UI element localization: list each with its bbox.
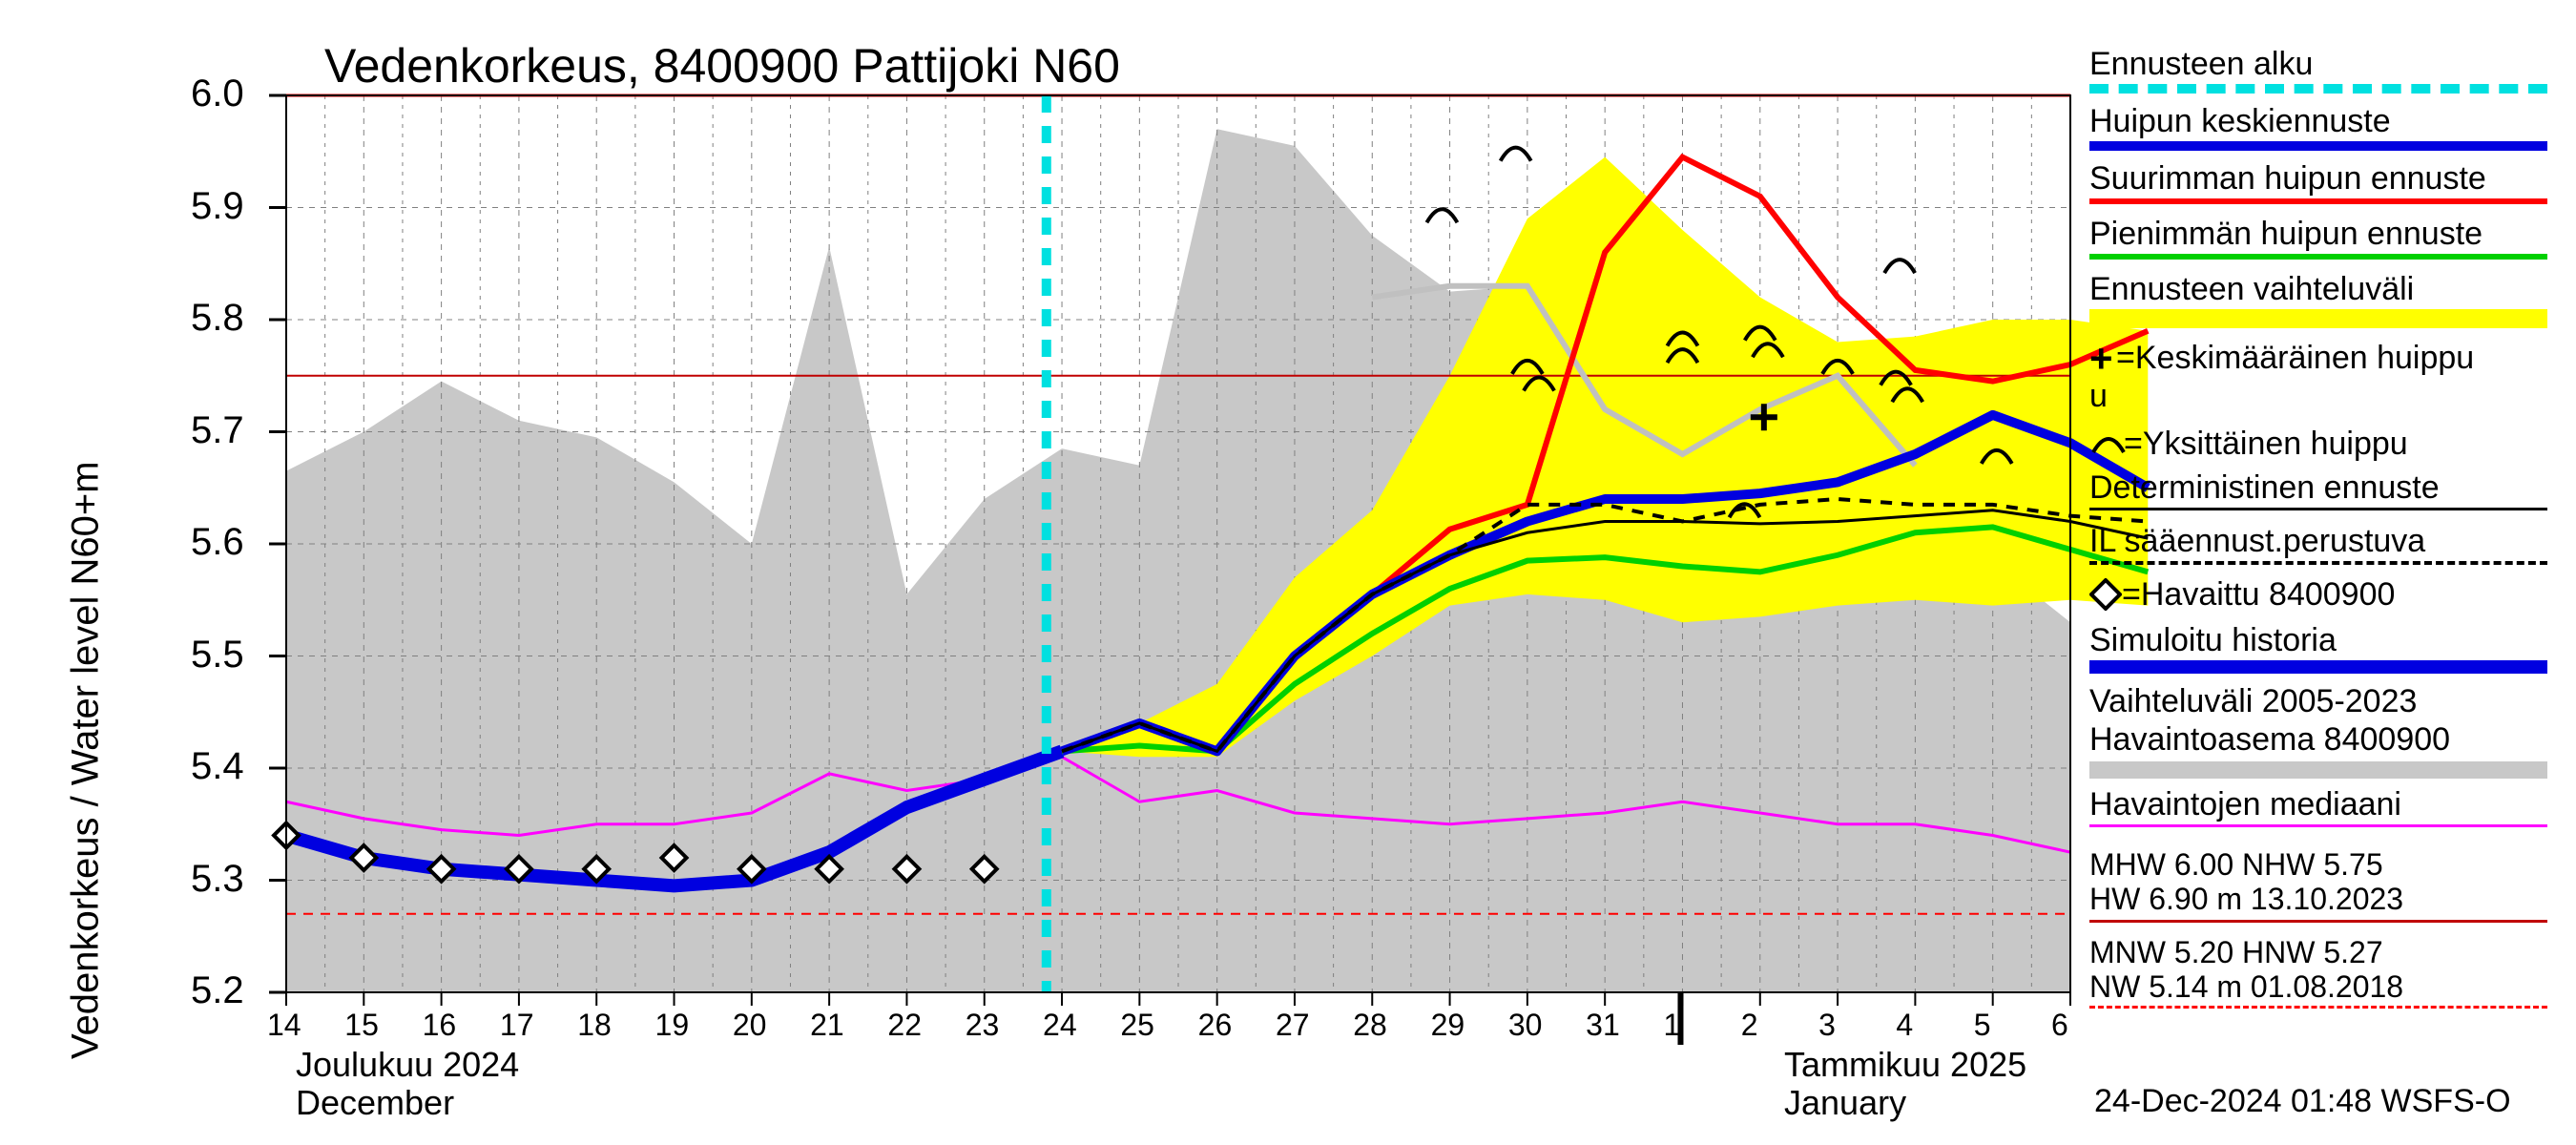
x-tick: 24 xyxy=(1043,1008,1077,1043)
x-tick: 17 xyxy=(500,1008,534,1043)
x-tick: 31 xyxy=(1586,1008,1620,1043)
legend-label: =Yksittäinen huippu xyxy=(2124,426,2408,463)
month2-fi: Tammikuu 2025 xyxy=(1784,1045,2026,1085)
legend-swatch xyxy=(2089,761,2547,779)
y-tick: 5.4 xyxy=(191,745,244,788)
legend-label: Deterministinen ennuste xyxy=(2089,469,2440,507)
x-tick: 27 xyxy=(1276,1008,1310,1043)
legend-label: Pienimmän huipun ennuste xyxy=(2089,216,2483,253)
legend-label: Havaintoasema 8400900 xyxy=(2089,721,2450,759)
chart-container: Vedenkorkeus / Water level N60+m Vedenko… xyxy=(0,0,2576,1145)
y-tick: 5.2 xyxy=(191,969,244,1012)
y-tick: 6.0 xyxy=(191,73,244,115)
x-tick: 6 xyxy=(2051,1008,2068,1043)
legend-swatch xyxy=(2089,561,2547,565)
legend-swatch xyxy=(2089,254,2547,260)
legend-label: Simuloitu historia xyxy=(2089,622,2337,659)
x-tick: 18 xyxy=(577,1008,612,1043)
x-tick: 25 xyxy=(1120,1008,1154,1043)
x-tick: 19 xyxy=(655,1008,690,1043)
y-tick: 5.8 xyxy=(191,297,244,340)
y-tick: 5.3 xyxy=(191,858,244,901)
stats-text: NW 5.14 m 01.08.2018 xyxy=(2089,969,2403,1005)
single-peak-marker xyxy=(1501,148,1531,161)
x-tick: 21 xyxy=(810,1008,844,1043)
month2-en: January xyxy=(1784,1083,1906,1123)
legend-swatch xyxy=(2089,198,2547,204)
x-tick: 16 xyxy=(423,1008,457,1043)
x-tick: 26 xyxy=(1198,1008,1233,1043)
legend-swatch xyxy=(2089,309,2547,328)
x-tick: 20 xyxy=(733,1008,767,1043)
x-tick: 15 xyxy=(344,1008,379,1043)
legend-label: Havaintojen mediaani xyxy=(2089,786,2401,823)
x-tick: 30 xyxy=(1508,1008,1543,1043)
x-tick: 5 xyxy=(1974,1008,1991,1043)
legend-swatch xyxy=(2089,660,2547,674)
y-tick: 5.7 xyxy=(191,409,244,452)
x-tick: 1 xyxy=(1663,1008,1680,1043)
single-peak-marker xyxy=(1884,260,1915,273)
footer-timestamp: 24-Dec-2024 01:48 WSFS-O xyxy=(2094,1083,2511,1120)
x-tick: 28 xyxy=(1353,1008,1387,1043)
legend-hw-line xyxy=(2089,920,2547,923)
month1-en: December xyxy=(296,1083,454,1123)
legend-swatch xyxy=(2089,141,2547,151)
x-tick: 22 xyxy=(887,1008,922,1043)
x-tick: 4 xyxy=(1896,1008,1913,1043)
legend-label: u xyxy=(2089,378,2108,415)
legend-label: IL sääennust.perustuva xyxy=(2089,523,2425,560)
x-tick: 23 xyxy=(966,1008,1000,1043)
y-tick: 5.5 xyxy=(191,634,244,677)
x-tick: 14 xyxy=(267,1008,301,1043)
single-peak-marker xyxy=(1426,209,1457,222)
legend-label: Huipun keskiennuste xyxy=(2089,103,2391,140)
stats-text: HW 6.90 m 13.10.2023 xyxy=(2089,882,2403,917)
legend-label: =Havaittu 8400900 xyxy=(2122,576,2395,614)
legend-label: Vaihteluväli 2005-2023 xyxy=(2089,683,2417,720)
stats-text: MHW 6.00 NHW 5.75 xyxy=(2089,847,2383,883)
stats-text: MNW 5.20 HNW 5.27 xyxy=(2089,935,2383,970)
x-tick: 3 xyxy=(1818,1008,1836,1043)
legend-swatch xyxy=(2089,508,2547,510)
legend-diamond-icon xyxy=(2089,578,2122,611)
legend-swatch xyxy=(2089,824,2547,827)
legend-plus-icon: + xyxy=(2089,336,2113,382)
month1-fi: Joulukuu 2024 xyxy=(296,1045,519,1085)
legend-label: =Keskimääräinen huippu xyxy=(2116,340,2474,377)
legend-nw-line xyxy=(2089,1006,2547,1009)
x-tick: 29 xyxy=(1431,1008,1465,1043)
y-tick: 5.9 xyxy=(191,185,244,228)
y-tick: 5.6 xyxy=(191,521,244,564)
x-tick: 2 xyxy=(1741,1008,1758,1043)
legend-label: Suurimman huipun ennuste xyxy=(2089,160,2486,198)
legend-label: Ennusteen alku xyxy=(2089,46,2313,83)
legend-arc-icon xyxy=(2089,429,2128,458)
legend-label: Ennusteen vaihteluväli xyxy=(2089,271,2414,308)
legend-swatch xyxy=(2089,84,2547,94)
